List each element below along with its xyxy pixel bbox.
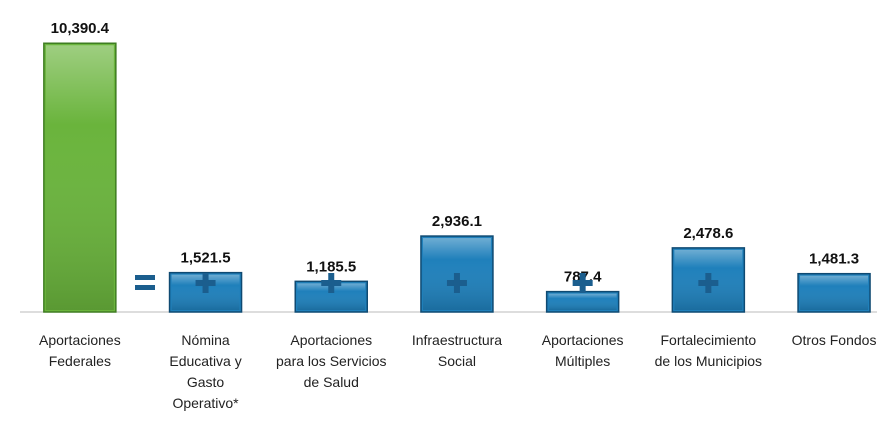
value-label: 2,936.1 [432, 213, 482, 230]
x-tick-label-line: Otros Fondos [792, 332, 877, 348]
x-tick-label-line: Educativa y [169, 353, 241, 369]
x-tick-label: Nómina Educativa y Gasto Operativo* [169, 332, 241, 411]
plus-sign [328, 273, 335, 293]
x-tick-label: Aportaciones Federales [39, 332, 121, 369]
bar-shine [548, 293, 617, 310]
x-tick-label-line: Federales [49, 353, 111, 369]
x-tick-label: Otros Fondos [792, 332, 877, 348]
x-tick-label-line: Social [438, 353, 476, 369]
x-tick-label: Infraestructura Social [412, 332, 502, 369]
plus-sign [202, 273, 209, 293]
value-label: 2,478.6 [683, 225, 733, 242]
x-tick-label: Fortalecimiento de los Municipios [655, 332, 762, 369]
x-tick-label-line: Aportaciones [290, 332, 372, 348]
equals-sign [135, 285, 155, 290]
x-tick-label-line: para los Servicios [276, 353, 387, 369]
value-label: 1,521.5 [181, 250, 231, 267]
x-tick-label-line: de Salud [304, 374, 359, 390]
x-tick-label-line: de los Municipios [655, 353, 762, 369]
operators [135, 275, 155, 290]
plus-sign [453, 273, 460, 293]
value-label: 1,185.5 [306, 258, 356, 275]
bar-shine [800, 275, 869, 310]
x-tick-label-line: Múltiples [555, 353, 610, 369]
value-label: 1,481.3 [809, 251, 859, 268]
x-tick-label-line: Aportaciones [542, 332, 624, 348]
x-tick-label-line: Nómina [181, 332, 229, 348]
x-tick-label: Aportaciones Múltiples [542, 332, 624, 369]
x-tick-label-line: Fortalecimiento [660, 332, 756, 348]
bar-shine [45, 45, 114, 311]
plus-sign [705, 273, 712, 293]
value-label: 10,390.4 [51, 20, 110, 37]
equals-sign [135, 275, 155, 280]
x-tick-label-line: Operativo* [172, 395, 239, 411]
x-tick-label-line: Gasto [187, 374, 225, 390]
x-tick-label-line: Aportaciones [39, 332, 121, 348]
plus-sign [579, 273, 586, 293]
x-tick-label-line: Infraestructura [412, 332, 502, 348]
x-tick-label: Aportaciones para los Servicios de Salud [276, 332, 387, 390]
